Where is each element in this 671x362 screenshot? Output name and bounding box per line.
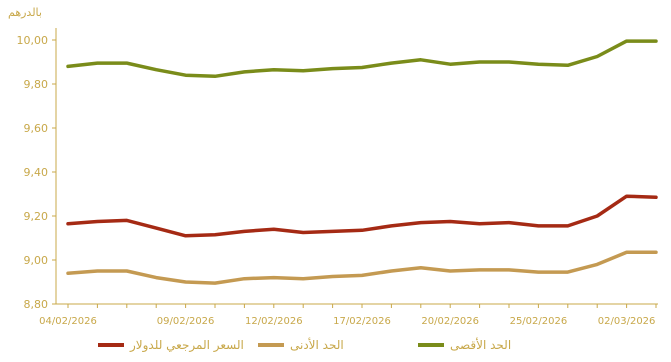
y-tick-label: 9,00	[24, 254, 49, 267]
unit-label: بالدرهم	[8, 6, 42, 19]
x-tick-label: 02/03/2026	[598, 316, 656, 327]
y-tick-label: 9,20	[24, 210, 49, 223]
legend: السعر المرجعي للدولار الحد الأدنى الحد الأ…	[98, 337, 511, 353]
series-line-3	[66, 39, 658, 79]
y-tick-label: 9,80	[24, 78, 49, 91]
x-tick-label: 25/02/2026	[510, 316, 568, 327]
x-tick-label: 12/02/2026	[245, 316, 303, 327]
legend-label-2: الحد الأدنى	[290, 337, 344, 352]
axes: 8,80 9,00 9,20 9,40 9,60 9,80 10,00 04/02/2026 0…	[17, 28, 658, 327]
x-tick-label: 04/02/2026	[39, 316, 97, 327]
y-tick-label: 10,00	[17, 34, 49, 47]
legend-label-3: الحد الأقصى	[450, 337, 511, 352]
series-line-2	[66, 250, 658, 285]
y-tick-label: 8,80	[24, 298, 49, 311]
x-tick-label: 09/02/2026	[157, 316, 215, 327]
series-line-1	[66, 194, 658, 238]
x-tick-label: 17/02/2026	[333, 316, 391, 327]
x-tick-label: 20/02/2026	[421, 316, 479, 327]
series-layer	[66, 39, 658, 285]
legend-label-1: السعر المرجعي للدولار	[129, 338, 244, 353]
y-tick-label: 9,40	[24, 166, 49, 179]
y-tick-label: 9,60	[24, 122, 49, 135]
